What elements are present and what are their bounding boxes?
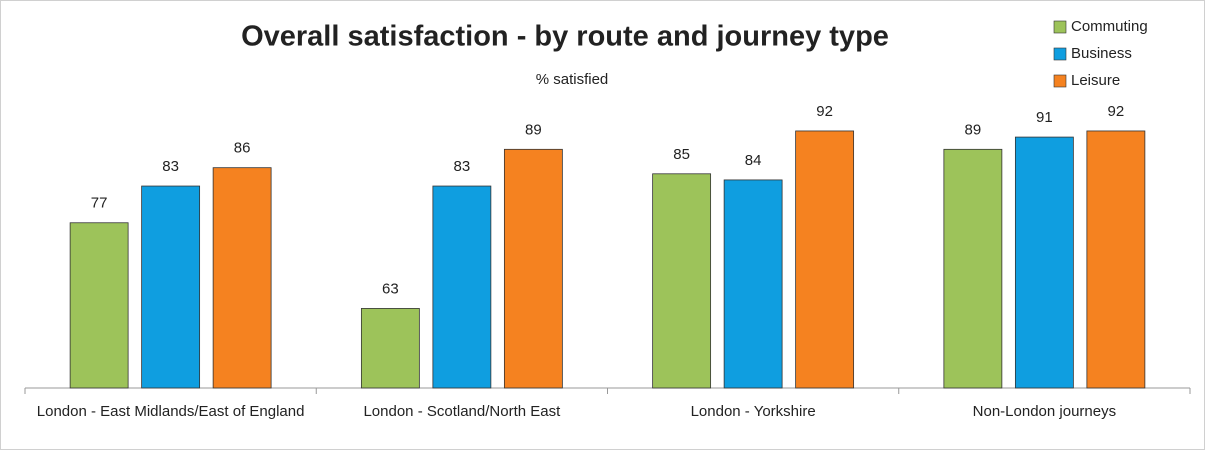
chart-subtitle: % satisfied [536, 71, 609, 88]
bar [212, 167, 272, 389]
data-label: 85 [673, 146, 690, 163]
bar [943, 148, 1003, 389]
bar [795, 130, 855, 389]
legend-label: Commuting [1071, 18, 1148, 35]
bar [1014, 136, 1074, 389]
legend-swatch [1053, 47, 1067, 61]
data-label: 91 [1036, 109, 1053, 126]
bar [503, 148, 563, 389]
x-tick-label: London - Yorkshire [690, 403, 816, 420]
bar [69, 222, 129, 389]
data-label: 92 [816, 103, 833, 120]
x-tick-label: Non-London journeys [972, 403, 1117, 420]
legend-label: Business [1071, 45, 1132, 62]
x-tick-label: London - East Midlands/East of England [36, 403, 305, 420]
data-label: 86 [234, 140, 251, 157]
bar [141, 185, 201, 389]
legend-label: Leisure [1071, 72, 1120, 89]
data-label: 92 [1108, 103, 1125, 120]
data-label: 89 [525, 121, 542, 138]
data-label: 63 [382, 280, 399, 297]
legend-swatch [1053, 20, 1067, 34]
bar [432, 185, 492, 389]
data-label: 89 [965, 121, 982, 138]
x-tick-label: London - Scotland/North East [363, 403, 561, 420]
data-label: 83 [162, 158, 179, 175]
bar [723, 179, 783, 389]
data-label: 83 [454, 158, 471, 175]
bar [652, 173, 712, 389]
bar [360, 308, 420, 389]
data-label: 84 [745, 152, 762, 169]
chart-title: Overall satisfaction - by route and jour… [241, 21, 889, 53]
data-label: 77 [91, 195, 108, 212]
legend-swatch [1053, 74, 1067, 88]
bar [1086, 130, 1146, 389]
